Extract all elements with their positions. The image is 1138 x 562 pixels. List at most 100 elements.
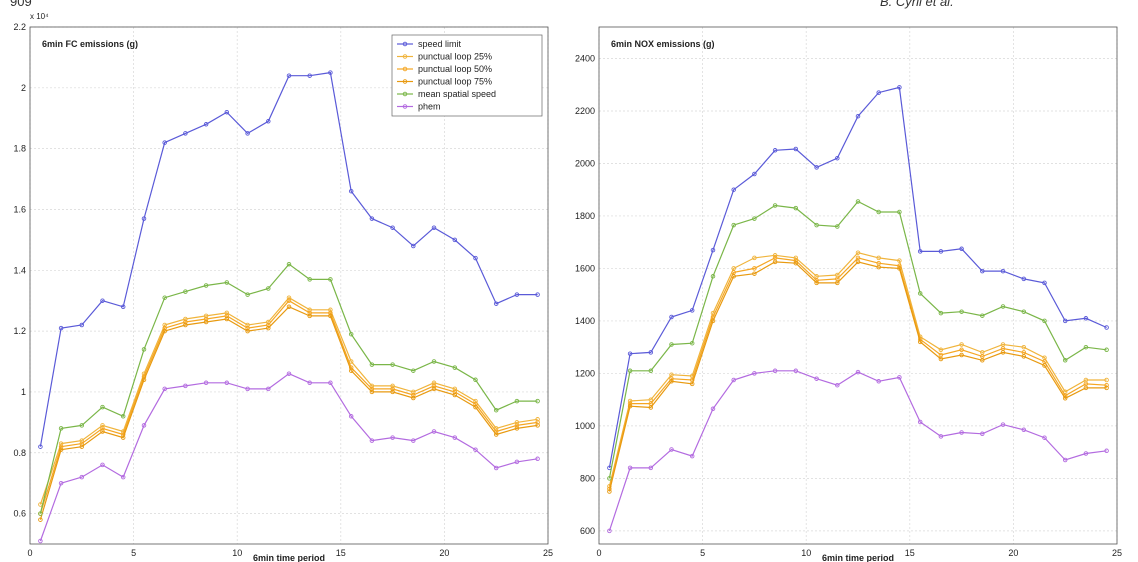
data-point [1104, 448, 1109, 454]
data-point [369, 383, 375, 389]
y-tick-label: 2400 [575, 53, 595, 63]
y-tick-label: 600 [580, 526, 595, 536]
data-point [814, 376, 819, 381]
data-point [266, 119, 271, 124]
data-point [79, 441, 85, 446]
data-point [514, 426, 520, 431]
data-point [731, 222, 736, 228]
data-point [307, 73, 312, 78]
data-point [369, 438, 375, 443]
y-tick-label: 1000 [575, 421, 595, 431]
data-point [411, 438, 416, 443]
data-point [1083, 344, 1089, 350]
data-point [514, 423, 520, 428]
legend-marker [402, 41, 408, 47]
data-point [648, 368, 654, 374]
data-point [980, 431, 985, 437]
data-point [58, 480, 64, 486]
data-point [752, 266, 757, 271]
data-point [162, 328, 167, 334]
data-point [917, 291, 923, 296]
data-point [369, 362, 375, 367]
x-tick-label: 25 [543, 548, 553, 558]
data-point [493, 465, 499, 471]
data-point [120, 435, 126, 440]
data-point [752, 271, 757, 276]
data-point [452, 386, 458, 392]
y-tick-label: 1600 [575, 263, 595, 273]
data-point [772, 253, 778, 258]
data-point [79, 444, 85, 449]
series-line [608, 370, 1107, 532]
data-point [183, 383, 188, 389]
data-point [348, 414, 354, 419]
data-point [183, 131, 188, 136]
exponent-label: x 10⁴ [30, 12, 49, 21]
data-point [162, 322, 167, 328]
legend-marker [402, 104, 408, 109]
data-point [1104, 325, 1109, 330]
data-point [1021, 309, 1027, 314]
data-point [855, 369, 861, 375]
data-point [1000, 304, 1006, 309]
nox-emissions-chart: 0 5 10 15 20 25 600 800 1000 1200 1400 1600 1800 2000… [575, 26, 1122, 562]
data-point [328, 307, 333, 313]
data-point [1104, 382, 1109, 388]
data-point [855, 259, 861, 265]
data-point [669, 342, 674, 347]
data-point [286, 298, 292, 303]
data-point [183, 319, 188, 325]
y-tick-label: 0.6 [13, 509, 26, 519]
data-point [959, 246, 964, 252]
legend-marker [402, 91, 408, 97]
data-point [224, 313, 230, 319]
data-point [224, 310, 230, 316]
data-point [431, 380, 437, 386]
legend-label: mean spatial speed [418, 89, 496, 99]
data-point [793, 205, 799, 211]
data-point [390, 386, 395, 392]
data-point [897, 209, 902, 215]
data-point [286, 261, 292, 267]
data-point [1083, 385, 1089, 391]
data-point [514, 459, 520, 465]
data-point [772, 148, 778, 153]
data-point [493, 407, 499, 413]
data-point [917, 249, 923, 254]
data-point [328, 380, 333, 386]
data-point [1062, 318, 1068, 324]
data-point [793, 368, 799, 374]
data-point [473, 404, 478, 410]
data-point [897, 266, 902, 271]
data-point [514, 420, 520, 425]
data-point [38, 517, 43, 522]
data-point [689, 453, 695, 459]
data-point [1021, 344, 1027, 350]
data-point [183, 316, 188, 322]
data-point [100, 404, 105, 410]
data-point [411, 392, 416, 398]
data-point [535, 417, 540, 422]
data-point [876, 255, 881, 261]
y-tick-label: 2200 [575, 106, 595, 116]
data-point [627, 403, 633, 409]
x-axis-label: 6min time period [253, 553, 325, 562]
data-point [431, 386, 437, 392]
data-point [431, 225, 437, 230]
data-point [710, 274, 716, 279]
data-point [473, 377, 478, 383]
data-point [793, 258, 799, 263]
y-tick-label: 1.6 [13, 204, 26, 214]
series-line [608, 261, 1107, 492]
data-point [120, 414, 126, 419]
series-line [39, 263, 538, 514]
series-line [608, 257, 1107, 490]
data-point [938, 347, 944, 353]
data-point [473, 401, 478, 407]
data-point [1062, 396, 1068, 401]
data-point [224, 316, 230, 322]
data-point [38, 511, 43, 516]
data-point [266, 286, 271, 291]
data-point [38, 444, 43, 449]
data-point [731, 187, 736, 192]
